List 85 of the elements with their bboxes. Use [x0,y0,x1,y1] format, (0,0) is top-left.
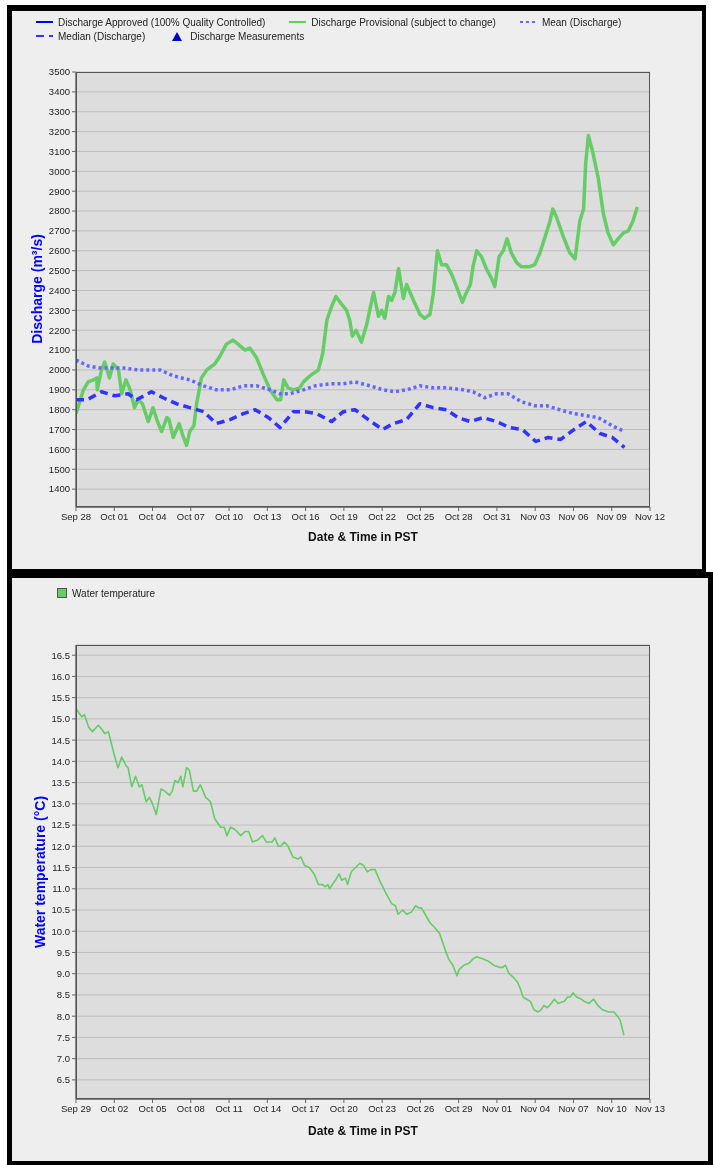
y-tick-label: 2700 [48,225,70,237]
x-tick-label: Nov 07 [558,1102,589,1114]
y-tick-label: 1800 [48,404,70,416]
y-tick-label: 2800 [48,205,70,217]
y-tick-label: 9.0 [56,968,70,980]
x-tick-label: Oct 08 [176,1102,205,1114]
y-tick-label: 2200 [48,324,70,336]
x-tick-label: Oct 20 [329,1102,358,1114]
y-tick-label: 8.0 [56,1010,70,1022]
y-tick-label: 14.5 [51,734,70,746]
y-tick-label: 9.5 [56,946,70,958]
x-tick-label: Oct 28 [444,510,473,522]
y-tick-label: 3400 [48,86,70,98]
x-tick-label: Oct 29 [444,1102,473,1114]
y-tick-label: 16.0 [51,670,70,682]
x-tick-label: Sep 29 [60,1102,92,1114]
x-tick-label: Nov 04 [520,1102,551,1114]
x-tick-label: Oct 26 [406,1102,435,1114]
x-tick-label: Nov 01 [481,1102,512,1114]
y-tick-label: 1700 [48,423,70,435]
x-tick-label: Oct 31 [482,510,511,522]
legend-label: Mean (Discharge) [541,16,622,28]
y-tick-label: 13.5 [51,776,70,788]
x-tick-label: Oct 16 [291,510,320,522]
y-tick-label: 2500 [48,265,70,276]
y-tick-label: 13.0 [51,798,70,810]
x-tick-label: Oct 22 [368,510,397,522]
x-tick-label: Nov 10 [596,1102,627,1114]
y-tick-label: 15.5 [51,692,70,704]
y-axis-title: Discharge (m³/s) [29,234,45,344]
x-tick-label: Oct 07 [176,510,205,522]
y-tick-label: 11.0 [52,883,70,895]
legend-label: Discharge Measurements [190,30,305,42]
y-tick-label: 11.5 [52,861,70,873]
x-tick-label: Nov 06 [558,510,589,522]
y-tick-label: 10.5 [51,904,70,916]
y-tick-label: 2900 [48,185,70,197]
y-tick-label: 8.5 [56,989,70,1001]
x-tick-label: Oct 10 [215,510,244,522]
x-axis-title: Date & Time in PST [308,530,418,544]
x-tick-label: Nov 09 [596,510,627,522]
x-tick-label: Nov 13 [634,1102,666,1114]
x-tick-label: Oct 05 [138,1102,167,1114]
y-tick-label: 3200 [48,125,70,137]
y-tick-label: 15.0 [51,713,70,725]
x-tick-label: Nov 03 [520,510,551,522]
y-tick-label: 2100 [48,344,70,356]
y-tick-label: 6.5 [56,1074,70,1086]
legend-label: Discharge Provisional (subject to change) [311,16,496,28]
y-tick-label: 2000 [48,364,70,376]
y-tick-label: 12.0 [51,840,70,852]
y-tick-label: 2600 [48,245,70,257]
legend-label: Water temperature [72,587,155,599]
legend-label: Discharge Approved (100% Quality Controlled) [58,16,266,28]
y-tick-label: 14.0 [51,755,70,767]
x-tick-label: Oct 13 [253,510,282,522]
y-axis-title: Water temperature (°C) [32,795,48,949]
y-tick-label: 3000 [48,165,70,177]
y-tick-label: 7.5 [56,1031,70,1043]
x-tick-label: Oct 02 [100,1102,129,1114]
y-tick-label: 1400 [48,483,70,495]
y-tick-label: 16.5 [51,649,70,661]
x-axis-title: Date & Time in PST [308,1124,418,1138]
x-tick-label: Oct 04 [138,510,167,522]
y-tick-label: 1900 [48,384,70,396]
y-tick-label: 3500 [48,66,70,78]
x-tick-label: Oct 23 [368,1102,397,1114]
legend-label: Median (Discharge) [58,30,146,42]
y-tick-label: 3300 [48,106,70,118]
x-tick-label: Sep 28 [60,510,92,522]
y-tick-label: 3100 [48,145,70,157]
x-tick-label: Oct 14 [253,1102,282,1114]
y-tick-label: 10.0 [51,925,70,937]
y-tick-label: 1500 [48,463,70,475]
y-tick-label: 12.5 [51,819,70,831]
x-tick-label: Oct 01 [100,510,129,522]
x-tick-label: Nov 12 [634,510,666,522]
x-tick-label: Oct 19 [329,510,358,522]
y-tick-label: 2300 [48,304,70,316]
x-tick-label: Oct 11 [215,1102,243,1114]
y-tick-label: 2400 [48,284,70,296]
y-tick-label: 7.0 [56,1053,70,1065]
x-tick-label: Oct 25 [406,510,435,522]
y-tick-label: 1600 [48,443,70,455]
x-tick-label: Oct 17 [291,1102,320,1114]
